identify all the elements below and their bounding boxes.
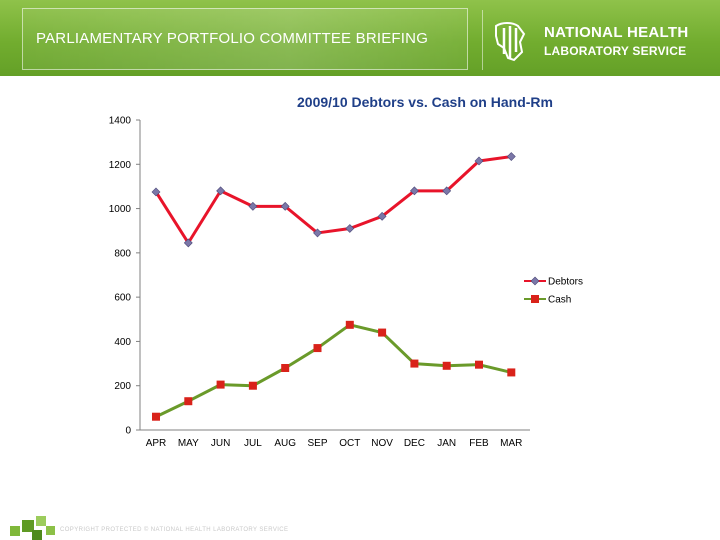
data-point-debtors: [474, 156, 484, 166]
data-point-debtors: [442, 186, 452, 196]
nhls-logo-icon: [495, 22, 526, 62]
x-tick-label: AUG: [274, 438, 296, 449]
x-tick-label: DEC: [404, 438, 425, 449]
x-tick-label: OCT: [339, 438, 360, 449]
presentation-title: PARLIAMENTARY PORTFOLIO COMMITTEE BRIEFI…: [36, 30, 429, 47]
header-title-panel: [22, 8, 468, 70]
brand-name-line1: NATIONAL HEALTH: [544, 24, 689, 41]
y-tick-label: 1400: [109, 116, 132, 127]
data-point-cash: [313, 344, 322, 353]
y-tick-label: 1200: [109, 160, 132, 171]
data-point-debtors: [151, 187, 161, 197]
data-point-debtors: [183, 238, 193, 248]
legend-label: Debtors: [548, 277, 583, 288]
y-tick-label: 800: [114, 248, 131, 259]
copyright-notice: COPYRIGHT PROTECTED © NATIONAL HEALTH LA…: [60, 527, 289, 533]
y-tick-label: 600: [114, 293, 131, 304]
legend-item-cash: Cash: [524, 295, 571, 306]
series-cash: [152, 320, 516, 421]
data-point-debtors: [313, 228, 322, 238]
chart-axes: 0 200 400 600 800 1000 1200 1400 APR MAY JUN JUL AUG…: [109, 116, 530, 449]
footer-blocks-icon: [10, 516, 55, 540]
data-point-debtors: [409, 186, 419, 196]
data-point-cash: [507, 368, 516, 377]
chart-title: 2009/10 Debtors vs. Cash on Hand-Rm: [297, 94, 553, 110]
data-point-debtors: [216, 186, 226, 196]
brand-name-line2: LABORATORY SERVICE: [544, 44, 687, 58]
legend-item-debtors: Debtors: [524, 277, 583, 288]
series-debtors: [151, 152, 516, 248]
data-point-cash: [281, 364, 290, 372]
header-banner: [0, 0, 720, 76]
x-tick-label: JUN: [211, 438, 230, 449]
data-point-cash: [410, 359, 419, 368]
data-point-debtors: [345, 224, 355, 233]
x-tick-label: MAY: [178, 438, 199, 449]
data-point-cash: [216, 380, 225, 389]
y-tick-label: 400: [114, 337, 131, 348]
x-tick-label: SEP: [307, 438, 327, 449]
y-tick-label: 200: [114, 381, 131, 392]
data-point-cash: [248, 381, 257, 390]
data-point-debtors: [280, 201, 290, 211]
data-point-cash: [345, 320, 354, 329]
legend-swatch-marker: [530, 276, 540, 286]
legend-swatch-marker: [531, 295, 539, 303]
data-point-cash: [184, 397, 193, 406]
x-tick-label: JUL: [244, 438, 262, 449]
data-point-cash: [378, 328, 387, 337]
data-point-cash: [442, 361, 451, 370]
x-tick-label: JAN: [437, 438, 456, 449]
legend-label: Cash: [548, 295, 571, 306]
data-point-debtors: [248, 201, 258, 211]
chart-series: [151, 152, 516, 421]
data-point-debtors: [377, 211, 387, 221]
series-line-debtors: [154, 155, 512, 245]
y-tick-label: 1000: [109, 204, 132, 215]
x-tick-label: MAR: [500, 438, 522, 449]
chart-legend: Debtors Cash: [524, 277, 583, 306]
x-tick-label: FEB: [469, 438, 489, 449]
data-point-cash: [475, 360, 483, 369]
brand-panel: [482, 10, 693, 70]
x-tick-label: APR: [146, 438, 167, 449]
data-point-cash: [152, 412, 160, 421]
series-line-cash: [155, 323, 512, 419]
y-tick-label: 0: [125, 426, 131, 437]
data-point-debtors: [506, 152, 516, 161]
x-tick-label: NOV: [371, 438, 393, 449]
